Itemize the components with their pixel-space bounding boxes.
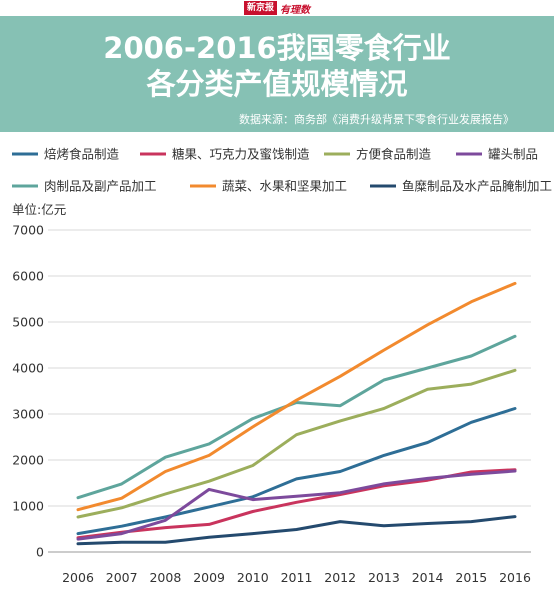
- x-tick-label-2006: 2006: [62, 570, 94, 585]
- legend-label-3: 方便食品制造: [356, 147, 432, 162]
- x-tick-label-2009: 2009: [193, 570, 225, 585]
- series-line-7: [76, 515, 517, 546]
- legend-label-7: 鱼糜制品及水产品腌制加工: [402, 179, 552, 194]
- y-tick-label-6000: 6000: [12, 269, 44, 284]
- brand-logo: 新京报 有理数: [0, 0, 554, 16]
- y-tick-label-2000: 2000: [12, 453, 44, 468]
- y-tick-label-1000: 1000: [12, 499, 44, 514]
- legend-label-6: 蔬菜、水果和坚果加工: [222, 179, 347, 194]
- brand-name: 新京报: [243, 1, 277, 15]
- header-banner: 2006-2016我国零食行业 各分类产值规模情况 数据来源：商务部《消费升级背…: [0, 16, 554, 132]
- series-line-3: [76, 368, 517, 519]
- legend-label-5: 肉制品及副产品加工: [44, 179, 157, 194]
- page-title-line1: 2006-2016我国零食行业: [103, 31, 451, 65]
- x-tick-label-2010: 2010: [237, 570, 269, 585]
- x-tick-label-2013: 2013: [368, 570, 400, 585]
- series-line-5: [76, 334, 517, 500]
- y-axis-unit-label: 单位:亿元: [12, 202, 66, 217]
- x-tick-label-2008: 2008: [149, 570, 181, 585]
- series-line-4: [76, 469, 517, 541]
- legend-label-2: 糖果、巧克力及蜜饯制造: [172, 147, 310, 162]
- y-tick-label-0: 0: [36, 545, 44, 560]
- y-tick-label-4000: 4000: [12, 361, 44, 376]
- x-tick-label-2016: 2016: [499, 570, 531, 585]
- x-tick-label-2007: 2007: [106, 570, 138, 585]
- brand-sub: 有理数: [280, 4, 310, 16]
- data-source: 数据来源：商务部《消费升级背景下零食行业发展报告》: [239, 113, 514, 126]
- legend-label-4: 罐头制品: [488, 147, 538, 162]
- y-tick-label-7000: 7000: [12, 223, 44, 238]
- series-line-6: [76, 281, 517, 512]
- legend-label-1: 焙烤食品制造: [44, 147, 120, 162]
- page-title-line2: 各分类产值规模情况: [146, 67, 408, 101]
- x-tick-label-2012: 2012: [324, 570, 356, 585]
- x-tick-label-2014: 2014: [412, 570, 444, 585]
- y-tick-label-5000: 5000: [12, 315, 44, 330]
- x-tick-label-2015: 2015: [455, 570, 487, 585]
- x-tick-label-2011: 2011: [281, 570, 313, 585]
- series-line-1: [76, 407, 517, 536]
- y-tick-label-3000: 3000: [12, 407, 44, 422]
